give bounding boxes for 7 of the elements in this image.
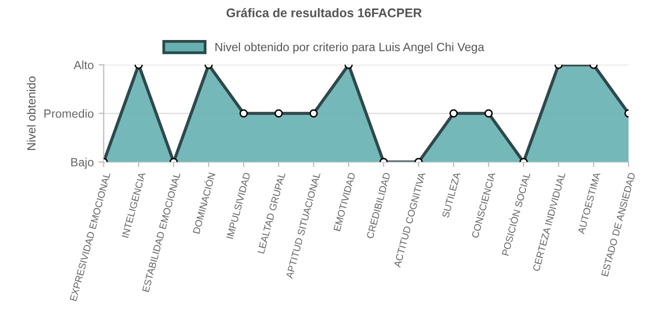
x-tick-label: LEALTAD GRUPAL	[257, 172, 286, 254]
category-label: Bajo	[71, 158, 94, 169]
y-axis-title: Nivel obtenido	[26, 76, 36, 150]
chart-title: Gráfica de resultados 16FACPER	[226, 8, 422, 18]
legend-label: Nivel obtenido por criterio para Luis Angel Chi Vega	[215, 42, 484, 54]
category-label: Alto	[74, 60, 94, 70]
category-label: Promedio	[44, 109, 94, 118]
